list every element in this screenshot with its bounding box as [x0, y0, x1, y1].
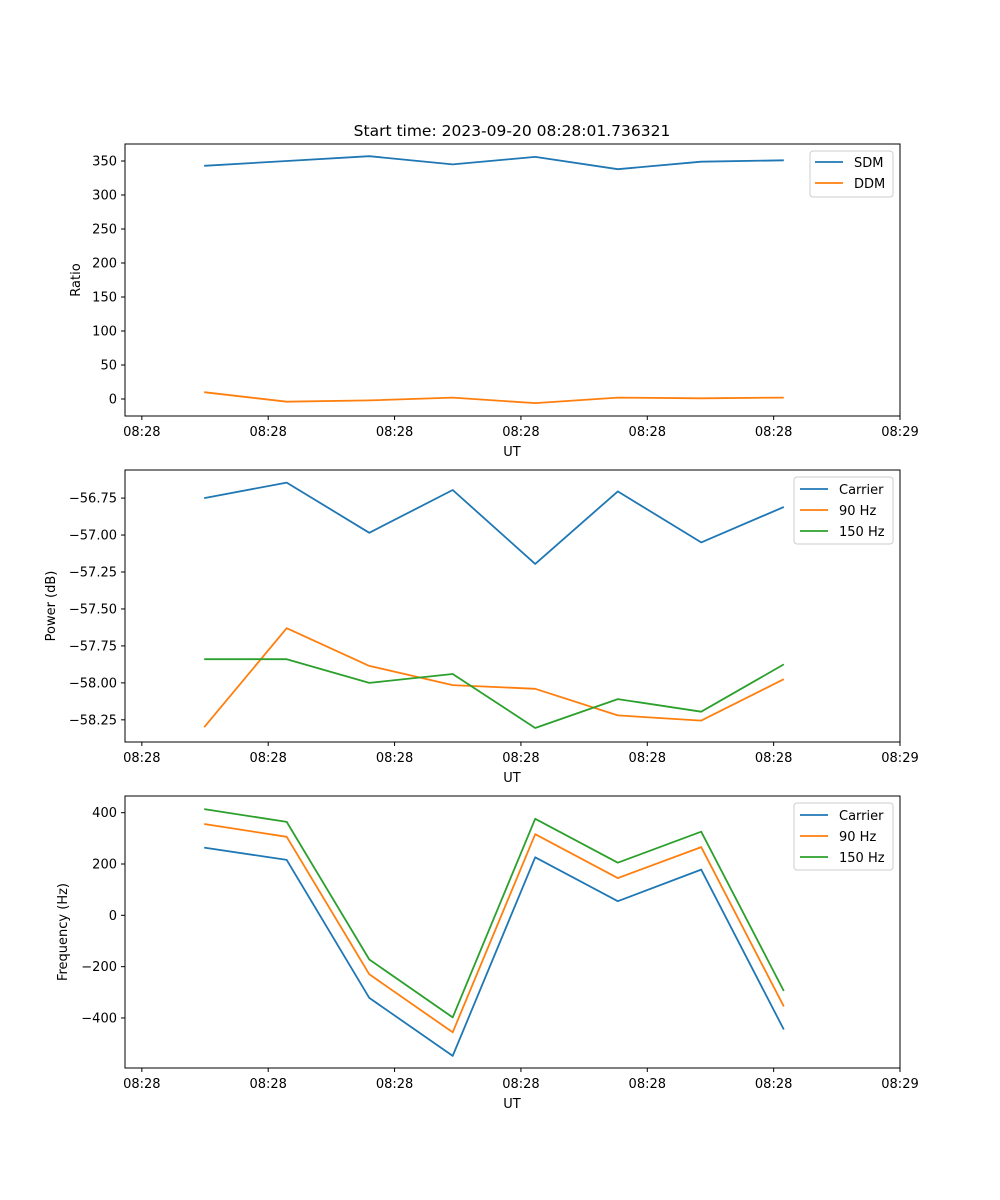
- ratio-xtick-label: 08:28: [502, 425, 539, 440]
- power-plot-lines: [203, 481, 785, 729]
- frequency-xtick-label: 08:28: [502, 1077, 539, 1092]
- ratio-legend-label-ddm: DDM: [854, 177, 885, 192]
- ratio-series-line-ddm: [204, 391, 784, 405]
- ratio-xtick-label: 08:29: [881, 425, 918, 440]
- power-axes-frame: [124, 469, 901, 743]
- power-legend-label-150hz: 150 Hz: [839, 525, 885, 540]
- power-xtick-label: 08:28: [123, 751, 160, 766]
- ratio-axes-frame: [124, 143, 901, 417]
- frequency-legend-label-carrier: Carrier: [839, 809, 884, 824]
- frequency-ytick-label: 0: [109, 909, 117, 924]
- ratio-xtick-label: 08:28: [629, 425, 666, 440]
- ratio-xtick-label: 08:28: [123, 425, 160, 440]
- frequency-legend-label-150hz: 150 Hz: [839, 851, 885, 866]
- panel-frequency: 08:28 08:28 08:28 08:28 08:28 08:28 08:29 −400…: [56, 795, 919, 1112]
- frequency-yticks: −400 −200 0 200 400: [81, 806, 125, 1026]
- frequency-series-line-90hz: [204, 823, 785, 1034]
- frequency-plot-lines: [204, 808, 785, 1057]
- panel-power: 08:28 08:28 08:28 08:28 08:28 08:28 08:29 −58.…: [44, 469, 919, 786]
- frequency-xtick-label: 08:28: [755, 1077, 792, 1092]
- frequency-xtick-label: 08:29: [881, 1077, 918, 1092]
- ratio-yticks: 0 50 100 150 200 250 300 350: [92, 155, 125, 408]
- power-ytick-label: −58.25: [69, 713, 117, 728]
- frequency-ytick-label: 200: [92, 858, 117, 873]
- ratio-ytick-label: 0: [109, 393, 117, 408]
- frequency-ytick-label: −400: [81, 1011, 117, 1026]
- power-ylabel: Power (dB): [44, 571, 59, 642]
- power-series-line-90hz: [203, 627, 785, 728]
- ratio-ytick-label: 250: [92, 223, 117, 238]
- ratio-xticks: 08:28 08:28 08:28 08:28 08:28 08:28 08:29: [123, 416, 919, 440]
- frequency-axes-frame: [124, 795, 901, 1069]
- frequency-xtick-label: 08:28: [629, 1077, 666, 1092]
- power-xtick-label: 08:28: [502, 751, 539, 766]
- ratio-ytick-label: 200: [92, 257, 117, 272]
- power-yticks: −58.25 −58.00 −57.75 −57.50 −57.25 −57.00 −56.…: [69, 492, 125, 728]
- frequency-series-line-150hz: [204, 808, 785, 1019]
- frequency-xtick-label: 08:28: [376, 1077, 413, 1092]
- power-ytick-label: −56.75: [69, 492, 117, 507]
- frequency-legend: Carrier 90 Hz 150 Hz: [793, 802, 894, 871]
- ratio-xlabel: UT: [503, 445, 521, 460]
- frequency-xtick-label: 08:28: [123, 1077, 160, 1092]
- frequency-xticks: 08:28 08:28 08:28 08:28 08:28 08:28 08:29: [123, 1068, 919, 1092]
- power-series-line-150hz: [204, 658, 785, 729]
- frequency-ytick-label: −200: [81, 960, 117, 975]
- power-xtick-label: 08:28: [629, 751, 666, 766]
- ratio-ytick-label: 300: [92, 189, 117, 204]
- ratio-legend-label-sdm: SDM: [854, 156, 883, 171]
- power-xtick-label: 08:29: [881, 751, 918, 766]
- figure-title: Start time: 2023-09-20 08:28:01.736321: [354, 122, 671, 140]
- frequency-legend-box: [793, 802, 894, 871]
- power-xlabel: UT: [503, 771, 521, 786]
- ratio-xtick-label: 08:28: [249, 425, 286, 440]
- ratio-plot-lines: [204, 155, 784, 405]
- frequency-xtick-label: 08:28: [249, 1077, 286, 1092]
- power-xtick-label: 08:28: [755, 751, 792, 766]
- ratio-ytick-label: 50: [100, 359, 117, 374]
- ratio-xtick-label: 08:28: [755, 425, 792, 440]
- panel-ratio: 08:28 08:28 08:28 08:28 08:28 08:28 08:29 0 50 1…: [69, 143, 919, 460]
- frequency-ylabel: Frequency (Hz): [56, 883, 71, 981]
- power-legend: Carrier 90 Hz 150 Hz: [793, 476, 894, 545]
- power-xticks: 08:28 08:28 08:28 08:28 08:28 08:28 08:29: [123, 742, 919, 766]
- power-legend-label-90hz: 90 Hz: [839, 504, 876, 519]
- power-legend-label-carrier: Carrier: [839, 483, 884, 498]
- power-xtick-label: 08:28: [376, 751, 413, 766]
- frequency-legend-label-90hz: 90 Hz: [839, 830, 876, 845]
- ratio-legend: SDM DDM: [809, 150, 894, 198]
- ratio-xtick-label: 08:28: [376, 425, 413, 440]
- frequency-ytick-label: 400: [92, 806, 117, 821]
- ratio-ylabel: Ratio: [69, 263, 84, 296]
- power-ytick-label: −57.25: [69, 566, 117, 581]
- power-ytick-label: −57.75: [69, 639, 117, 654]
- frequency-xlabel: UT: [503, 1097, 521, 1112]
- frequency-series-line-carrier: [204, 846, 785, 1057]
- power-ytick-label: −58.00: [69, 676, 117, 691]
- power-ytick-label: −57.50: [69, 602, 117, 617]
- power-legend-box: [793, 476, 894, 545]
- ratio-series-line-sdm: [204, 155, 784, 171]
- power-series-line-carrier: [204, 481, 785, 565]
- ratio-ytick-label: 100: [92, 325, 117, 340]
- ratio-ytick-label: 150: [92, 291, 117, 306]
- power-xtick-label: 08:28: [249, 751, 286, 766]
- power-ytick-label: −57.00: [69, 529, 117, 544]
- ratio-ytick-label: 350: [92, 155, 117, 170]
